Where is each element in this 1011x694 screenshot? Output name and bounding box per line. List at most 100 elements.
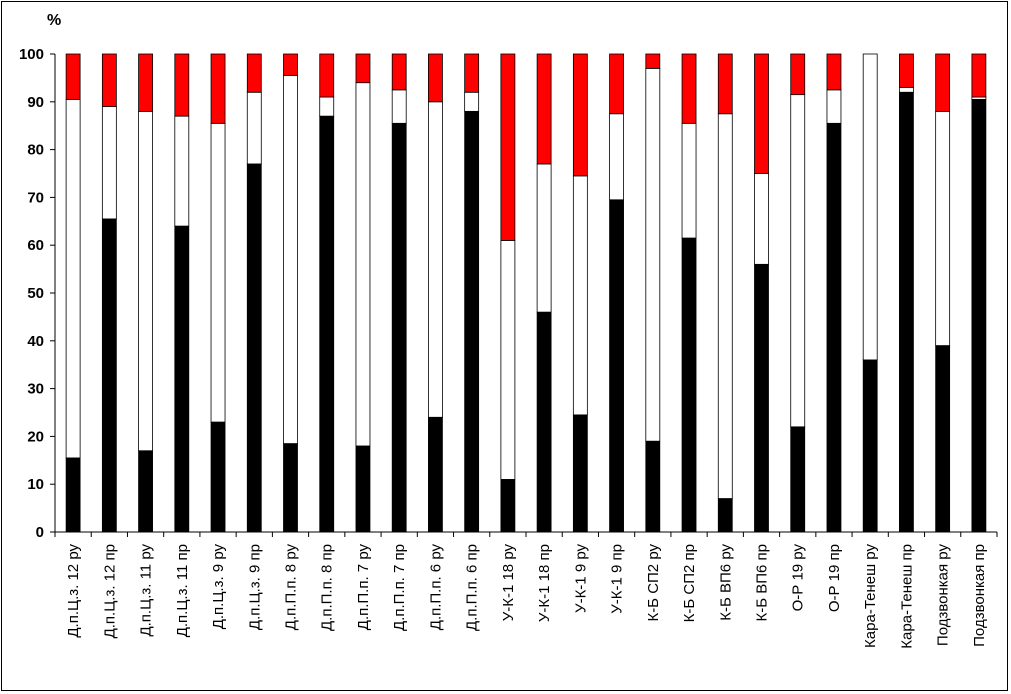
y-unit-label: % xyxy=(47,12,61,29)
bar-segment-1 xyxy=(754,263,769,533)
bar-segment-1 xyxy=(65,457,81,533)
bar-segment-2 xyxy=(717,113,733,499)
y-tick-label: 60 xyxy=(27,237,44,254)
bar-segment-3 xyxy=(319,53,335,98)
bar-segment-3 xyxy=(391,53,407,91)
bar-segment-2 xyxy=(935,110,951,346)
bar-segment-1 xyxy=(355,445,371,533)
bar-segment-3 xyxy=(174,53,190,117)
x-category-label: К-Б ВП6 ру xyxy=(717,544,734,621)
x-category-label: Кара-Тенеш ру xyxy=(862,544,879,648)
bar-segment-3 xyxy=(428,53,443,103)
bar-segment-3 xyxy=(500,53,516,241)
bar-segment-1 xyxy=(428,416,443,533)
bar-segment-2 xyxy=(174,115,190,227)
x-category-label: Д.п.Ц.з. 12 ру xyxy=(65,544,82,638)
bar-segment-2 xyxy=(899,87,914,93)
x-category-label: Подзвонкая ру xyxy=(935,544,952,647)
bar-segment-3 xyxy=(283,53,298,76)
bar-segment-2 xyxy=(428,101,443,418)
bar-segment-2 xyxy=(464,91,480,112)
bars xyxy=(65,53,987,533)
bar-segment-1 xyxy=(681,237,697,533)
bar-segment-3 xyxy=(609,53,624,115)
bar-segment-3 xyxy=(65,53,81,100)
bar-segment-1 xyxy=(174,225,190,533)
bar-segment-2 xyxy=(681,122,697,239)
bar-segment-3 xyxy=(246,53,262,93)
x-category-label: Д.п.П.п. 7 пр xyxy=(391,544,408,631)
bar-segment-2 xyxy=(283,75,298,444)
bar-segment-3 xyxy=(210,53,226,124)
bar-segment-1 xyxy=(899,91,914,533)
y-tick-label: 20 xyxy=(27,428,44,445)
bar-segment-1 xyxy=(935,345,951,533)
bar-segment-2 xyxy=(500,240,516,480)
bar-segment-1 xyxy=(717,498,733,533)
bar-segment-1 xyxy=(138,450,153,533)
bar-segment-3 xyxy=(826,53,842,91)
y-tick-label: 10 xyxy=(27,476,44,493)
y-tick-label: 30 xyxy=(27,381,44,398)
x-category-label: Кара-Тенеш пр xyxy=(898,544,915,649)
bar-segment-3 xyxy=(138,53,153,112)
bar-segment-3 xyxy=(681,53,697,124)
bar-segment-2 xyxy=(355,82,371,447)
bar-segment-3 xyxy=(754,53,769,174)
bar-segment-2 xyxy=(754,173,769,265)
bar-segment-1 xyxy=(319,115,335,533)
bar-segment-1 xyxy=(210,421,226,533)
bar-segment-3 xyxy=(717,53,733,115)
x-category-label: Д.п.Ц.з. 11 ру xyxy=(138,544,155,637)
bar-segment-2 xyxy=(101,106,117,220)
y-tick-label: 70 xyxy=(27,189,44,206)
x-category-label: К-Б ВП6 пр xyxy=(754,544,771,622)
bar-segment-2 xyxy=(246,91,262,165)
y-tick-label: 90 xyxy=(27,94,44,111)
bar-segment-3 xyxy=(572,53,588,177)
x-category-label: У-К-1 18 ру xyxy=(500,544,517,622)
bar-segment-2 xyxy=(391,89,407,124)
bar-segment-3 xyxy=(101,53,117,107)
bar-segment-1 xyxy=(790,426,806,533)
bar-segment-2 xyxy=(210,122,226,423)
x-category-label: Д.п.П.п. 6 ру xyxy=(427,544,444,631)
x-category-label: О-Р 19 пр xyxy=(826,544,843,612)
bar-segment-1 xyxy=(283,443,298,533)
y-tick-label: 0 xyxy=(36,524,44,541)
bar-segment-2 xyxy=(65,99,81,459)
bar-segment-1 xyxy=(609,199,624,533)
x-axis: Д.п.Ц.з. 12 ру Д.п.Ц.з. 12 пр Д.п.Ц.з. 11 … xyxy=(54,531,998,649)
y-tick-label: 100 xyxy=(19,46,44,63)
x-category-label: Д.п.П.п. 8 ру xyxy=(283,544,300,631)
bar-segment-1 xyxy=(246,163,262,533)
bar-segment-1 xyxy=(464,110,480,533)
y-tick-label: 80 xyxy=(27,142,44,159)
bar-segment-2 xyxy=(790,94,806,428)
bar-segment-2 xyxy=(536,163,552,313)
bar-segment-3 xyxy=(899,53,914,88)
bar-segment-2 xyxy=(319,96,335,117)
x-category-label: Д.п.П.п. 6 пр xyxy=(464,544,481,631)
bar-segment-2 xyxy=(826,89,842,124)
bar-segment-1 xyxy=(826,122,842,533)
x-category-label: Д.п.Ц.з. 11 пр xyxy=(174,544,191,637)
bar-segment-1 xyxy=(645,440,661,533)
y-axis: 0 10 20 30 40 50 60 70 80 90 100 xyxy=(19,46,56,541)
x-category-label: У-К-1 9 ру xyxy=(572,544,589,613)
x-category-label: Д.п.П.п. 7 ру xyxy=(355,544,372,631)
x-category-label: О-Р 19 ру xyxy=(790,544,807,612)
bar-segment-1 xyxy=(101,218,117,533)
x-category-label: Д.п.П.п. 8 пр xyxy=(319,544,336,631)
x-category-label: К-Б СП2 ру xyxy=(645,544,662,622)
bar-segment-3 xyxy=(971,53,987,98)
bar-segment-1 xyxy=(862,359,878,533)
bar-segment-2 xyxy=(572,175,588,416)
bar-segment-3 xyxy=(536,53,552,165)
y-tick-label: 40 xyxy=(27,333,44,350)
x-category-label: Подзвонкая пр xyxy=(971,544,988,647)
x-category-label: К-Б СП2 пр xyxy=(681,544,698,622)
bar-segment-3 xyxy=(935,53,951,112)
